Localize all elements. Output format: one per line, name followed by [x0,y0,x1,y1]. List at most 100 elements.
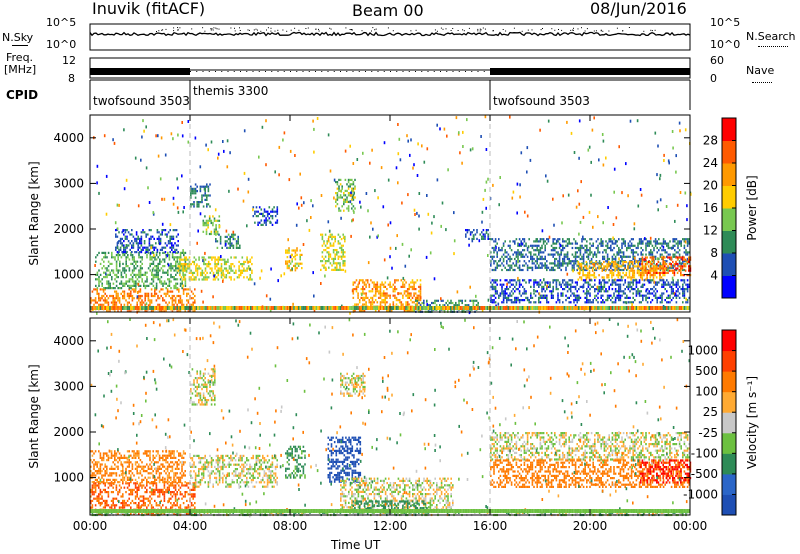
heatmap-cell [111,278,113,281]
heatmap-cell [363,296,366,299]
ground-band-cell [579,306,582,310]
heatmap-cell [365,292,367,295]
heatmap-cell [494,296,497,299]
heatmap-cell [637,266,639,269]
heatmap-cell [675,268,678,272]
heatmap-cell [383,141,386,145]
heatmap-cell [610,246,612,250]
heatmap-cell [206,185,208,188]
heatmap-cell [659,268,662,272]
heatmap-cell [159,251,161,254]
nave-dot [340,71,341,72]
heatmap-cell [209,183,211,186]
heatmap-cell [622,264,625,267]
heatmap-cell [533,253,535,256]
heatmap-cell [568,296,570,299]
heatmap-cell [164,153,167,157]
heatmap-cell [538,285,540,288]
heatmap-cell [516,182,519,186]
heatmap-cell [341,187,343,190]
heatmap-cell [155,282,158,285]
heatmap-cell [335,200,337,203]
heatmap-cell [670,258,672,261]
heatmap-cell [468,237,470,240]
ground-band-cell [520,306,522,310]
heatmap-cell [289,255,292,259]
heatmap-cell [154,273,156,276]
heatmap-cell [237,238,239,241]
heatmap-cell [494,281,497,284]
heatmap-cell [587,253,590,256]
heatmap-cell [418,290,420,293]
heatmap-cell [621,290,623,293]
heatmap-cell [681,267,684,270]
heatmap-cell [512,288,514,291]
heatmap-cell [334,240,336,243]
heatmap-cell [342,233,344,236]
heatmap-cell [171,310,174,313]
heatmap-cell [517,266,519,269]
heatmap-cell [162,282,164,285]
heatmap-cell [578,156,580,160]
heatmap-cell [643,271,645,275]
heatmap-cell [363,303,366,306]
nsearch-dot [436,30,438,32]
heatmap-cell [525,244,527,247]
heatmap-cell [126,294,129,298]
heatmap-cell [262,212,264,215]
heatmap-cell [485,180,488,184]
nsearch-dot [457,30,459,31]
heatmap-cell [171,237,173,240]
nsearch-dot [202,27,204,29]
heatmap-cell [159,258,161,261]
nsearch-dot [161,29,163,31]
heatmap-cell [658,281,660,284]
heatmap-cell [645,288,648,292]
heatmap-cell [90,297,92,300]
heatmap-cell [598,281,601,285]
heatmap-cell [556,239,558,243]
heatmap-cell [678,240,681,243]
heatmap-cell [344,194,347,197]
heatmap-cell [329,255,332,258]
heatmap-cell [595,299,598,302]
heatmap-cell [171,235,173,238]
heatmap-cell [122,229,124,233]
heatmap-cell [112,138,114,142]
heatmap-cell [98,191,100,195]
heatmap-cell [649,260,652,264]
heatmap-cell [180,276,183,279]
heatmap-cell [491,246,494,250]
heatmap-cell [584,296,586,299]
heatmap-cell [408,285,411,288]
heatmap-cell [270,221,272,224]
heatmap-cell [185,256,188,259]
heatmap-cell [654,269,656,272]
heatmap-cell [528,251,530,254]
heatmap-cell [274,210,277,213]
heatmap-cell [579,246,582,250]
heatmap-cell [181,299,183,302]
heatmap-cell [634,299,636,302]
heatmap-cell [664,281,666,284]
heatmap-cell [557,240,559,243]
heatmap-cell [544,283,546,286]
heatmap-cell [179,267,181,270]
heatmap-cell [555,251,558,254]
ground-band-cell [421,306,423,310]
heatmap-cell [349,193,352,197]
heatmap-cell [328,240,330,243]
heatmap-cell [146,271,148,274]
heatmap-cell [552,255,554,258]
heatmap-cell [230,263,232,266]
ground-band-cell [130,306,132,310]
heatmap-cell [98,294,100,298]
heatmap-cell [116,251,119,254]
heatmap-cell [102,294,105,298]
heatmap-cell [675,154,677,158]
heatmap-cell [96,292,98,295]
heatmap-cell [582,283,585,286]
heatmap-cell [414,288,417,291]
heatmap-cell [120,303,122,306]
heatmap-cell [174,248,176,251]
